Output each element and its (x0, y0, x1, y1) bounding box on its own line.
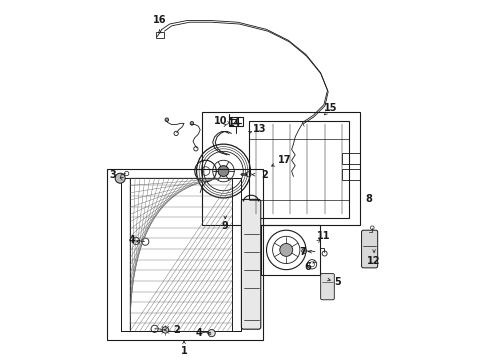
Circle shape (115, 173, 125, 183)
Text: 6: 6 (304, 262, 311, 272)
Text: 3: 3 (109, 170, 116, 180)
Circle shape (218, 166, 229, 176)
Text: 11: 11 (317, 231, 331, 240)
Text: 17: 17 (278, 155, 291, 165)
Text: 2: 2 (261, 170, 268, 180)
FancyBboxPatch shape (242, 199, 261, 329)
Text: 15: 15 (324, 103, 338, 113)
Text: 2: 2 (173, 325, 180, 335)
Text: 4: 4 (129, 235, 135, 245)
Text: 4: 4 (196, 328, 203, 338)
Circle shape (165, 118, 169, 122)
FancyBboxPatch shape (362, 230, 378, 268)
Circle shape (190, 122, 194, 125)
Text: 1: 1 (181, 346, 187, 356)
Text: 5: 5 (334, 277, 341, 287)
FancyBboxPatch shape (320, 274, 334, 300)
Text: 9: 9 (222, 221, 229, 231)
Text: 13: 13 (253, 124, 267, 134)
Text: 10: 10 (214, 116, 227, 126)
Circle shape (208, 329, 215, 337)
Circle shape (280, 243, 293, 256)
Text: 7: 7 (299, 247, 306, 257)
Text: 16: 16 (153, 15, 167, 26)
Text: 12: 12 (368, 256, 381, 266)
Circle shape (162, 327, 169, 333)
Text: 8: 8 (365, 194, 372, 204)
Text: 14: 14 (227, 118, 241, 128)
Circle shape (302, 248, 307, 253)
